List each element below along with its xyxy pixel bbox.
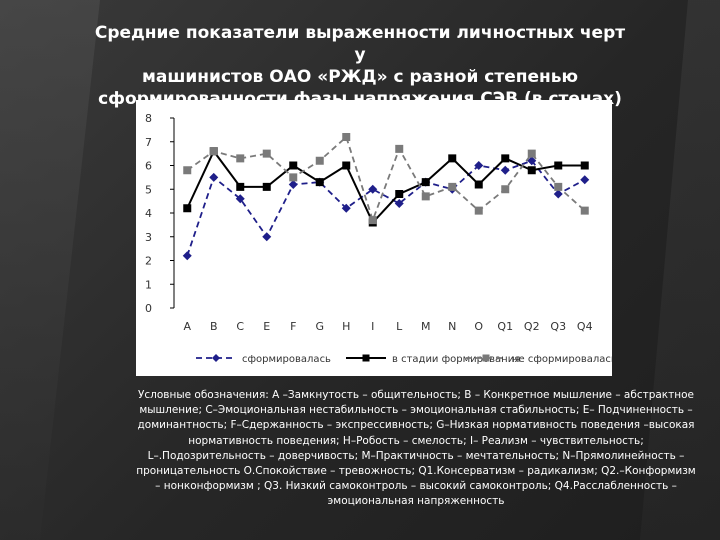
x-tick-label: A	[183, 320, 191, 333]
data-point-series-2	[289, 161, 298, 170]
y-tick-label: 1	[145, 278, 152, 291]
data-point-series-1	[527, 156, 537, 166]
series-line-1	[186, 159, 586, 257]
data-point-series-1	[209, 172, 219, 182]
data-point-series-3	[580, 206, 589, 215]
x-tick-label: Q2	[524, 320, 540, 333]
data-point-series-2	[554, 161, 563, 170]
data-point-series-1	[262, 232, 272, 242]
data-point-series-1	[288, 180, 298, 189]
series-line-2	[186, 149, 585, 225]
data-point-series-1	[474, 161, 484, 170]
y-tick-label: 4	[145, 207, 152, 220]
y-tick-label: 6	[145, 160, 152, 173]
slide-title: Средние показатели выраженности личностн…	[90, 22, 630, 110]
data-point-series-2	[236, 182, 245, 191]
data-point-series-2	[501, 154, 510, 163]
slide-title-line-2: машинистов ОАО «РЖД» с разной степенью	[141, 67, 579, 87]
y-tick-label: 8	[145, 112, 152, 125]
x-tick-label: Q1	[497, 320, 513, 333]
x-tick-label: O	[474, 320, 483, 333]
data-point-series-1	[553, 189, 563, 199]
y-tick-label: 7	[145, 136, 152, 149]
x-tick-label: Q4	[577, 320, 593, 333]
y-tick-label: 2	[145, 255, 152, 268]
x-tick-label: C	[236, 320, 244, 333]
data-point-series-3	[342, 133, 351, 141]
data-point-series-2	[421, 178, 430, 187]
x-tick-label: F	[290, 320, 296, 333]
data-point-series-3	[262, 149, 271, 158]
data-point-series-3	[183, 166, 192, 175]
x-tick-label: I	[371, 320, 374, 333]
data-point-series-3	[395, 144, 404, 153]
data-point-series-3	[501, 185, 510, 194]
data-point-series-2	[395, 190, 404, 198]
x-tick-label: B	[210, 320, 218, 333]
data-point-series-3	[527, 149, 536, 158]
data-point-series-2	[183, 204, 192, 213]
x-tick-label: G	[315, 320, 324, 333]
data-point-series-2	[474, 180, 483, 189]
data-point-series-2	[262, 182, 271, 191]
x-tick-label: M	[421, 320, 431, 333]
x-tick-label: Q3	[550, 320, 566, 333]
data-point-series-1	[368, 184, 378, 194]
legend-marker-series-1	[212, 354, 220, 362]
data-point-series-3	[368, 216, 377, 225]
legend-label-series-2: в стадии формирования	[392, 354, 520, 365]
data-point-series-1	[182, 251, 192, 261]
data-point-series-3	[554, 182, 563, 191]
y-tick-label: 5	[145, 183, 152, 196]
x-tick-label: H	[342, 320, 350, 333]
data-point-series-1	[580, 175, 590, 185]
data-point-series-1	[500, 165, 510, 175]
data-point-series-3	[474, 206, 483, 215]
legend-notes: Условные обозначения: А –Замкнутость – о…	[136, 388, 696, 510]
y-tick-label: 3	[145, 231, 152, 244]
data-point-series-3	[289, 173, 298, 182]
legend-notes-text: Условные обозначения: А –Замкнутость – о…	[136, 389, 696, 508]
data-point-series-1	[394, 199, 404, 208]
legend-label-series-1: сформировалась	[242, 354, 331, 365]
data-point-series-3	[448, 182, 457, 191]
data-point-series-2	[342, 161, 351, 170]
legend-marker-series-3	[482, 354, 490, 362]
data-point-series-3	[421, 192, 430, 201]
x-tick-label: L	[396, 320, 403, 333]
data-point-series-3	[209, 147, 218, 156]
line-chart: 0 1 2 3 4 5 6 7 8 A B C E F G H I L M N O Q1 Q2 Q3 Q4 сформировал…	[136, 100, 612, 376]
data-point-series-1	[341, 203, 351, 213]
data-point-series-3	[315, 156, 324, 165]
data-point-series-2	[527, 166, 536, 175]
data-point-series-3	[236, 154, 245, 163]
legend-marker-series-2	[362, 354, 370, 362]
x-tick-label: E	[263, 320, 270, 333]
chart-svg: 0 1 2 3 4 5 6 7 8 A B C E F G H I L M N O Q1 Q2 Q3 Q4 сформировал…	[145, 112, 612, 365]
y-tick-label: 0	[145, 302, 152, 315]
legend-label-series-3: не сформировалась	[512, 354, 612, 365]
data-point-series-2	[315, 178, 324, 187]
slide-title-line-1: Средние показатели выраженности личностн…	[94, 23, 626, 65]
data-point-series-2	[580, 161, 589, 170]
decorative-background-wedge	[0, 0, 100, 540]
x-tick-label: N	[448, 320, 456, 333]
series-line-3	[186, 135, 586, 223]
data-point-series-2	[448, 154, 457, 163]
data-point-series-1	[235, 194, 245, 204]
